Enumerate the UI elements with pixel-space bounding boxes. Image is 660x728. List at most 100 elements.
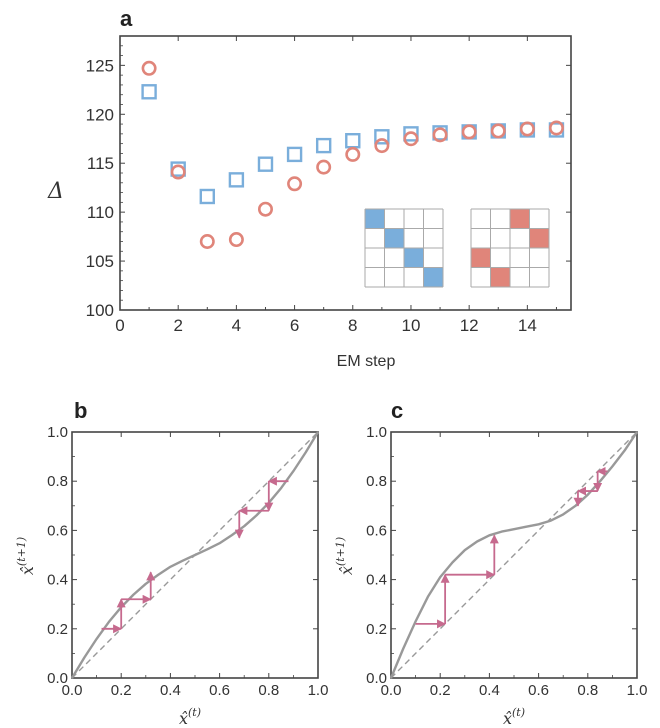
panel-b-xtick-label: 0.8 xyxy=(258,682,279,699)
panel-c-xtick-label: 0.0 xyxy=(381,682,402,699)
panel-c-xlabel-sup: (t) xyxy=(512,706,525,719)
panel-b-ytick-label: 0.4 xyxy=(47,572,68,589)
panel-a-ytick-label: 110 xyxy=(87,203,114,222)
inset-cell-filled xyxy=(423,267,443,287)
data-point-square xyxy=(199,188,215,205)
inset-cell-filled xyxy=(510,209,530,229)
panel-a-ytick-label: 105 xyxy=(86,252,114,271)
panel-c-axes: 0.00.0 0.2 0.2 0.4 0.4 0.6 0.6 0.8 0.8 1.0 1.0 xyxy=(366,424,647,699)
panel-a-insets xyxy=(364,208,550,288)
panel-c-xtick-label: 1.0 xyxy=(627,682,648,699)
panel-b-ytick-label: 1.0 xyxy=(47,424,68,441)
panel-a-xtick-label: 14 xyxy=(518,316,537,335)
panel-a-points xyxy=(141,60,565,250)
data-point-square xyxy=(257,156,274,172)
panel-b-xtick-label: 0.0 xyxy=(62,682,83,699)
panel-a-xlabel: EM step xyxy=(337,353,396,370)
data-point-square xyxy=(374,129,390,145)
data-point-circle xyxy=(490,123,506,139)
panel-b-ylabel-base: x̂ xyxy=(18,566,37,575)
data-point-circle xyxy=(374,138,390,154)
panel-a-xtick-label: 0 xyxy=(115,316,124,335)
panel-c-diagonal xyxy=(390,431,638,679)
inset-cell-filled xyxy=(490,267,510,287)
data-point-circle xyxy=(461,124,477,140)
panel-b-ytick-label: 0.0 xyxy=(47,670,68,687)
panel-c-ylabel-base: x̂ xyxy=(337,566,356,575)
data-point-circle xyxy=(287,176,303,192)
panel-c-ytick-label: 0.4 xyxy=(366,572,387,589)
data-point-circle xyxy=(228,232,244,248)
data-point-circle xyxy=(519,121,535,137)
panel-c-ytick-label: 0.2 xyxy=(366,621,387,638)
panel-c-xtick-label: 0.2 xyxy=(430,682,451,699)
panel-a-xtick-label: 4 xyxy=(232,316,241,335)
data-point-square xyxy=(315,137,332,154)
panel-b-axes: 0.00.0 0.2 0.2 0.4 0.4 0.6 0.6 0.8 0.8 1.0 1.0 xyxy=(47,424,328,699)
panel-a-xtick-label: 10 xyxy=(402,316,421,335)
panel-a-axes: 0 2 4 6 8 10 12 14 100 105 110 115 120 125 xyxy=(86,36,571,335)
inset-grid-blue xyxy=(364,208,444,288)
panel-c-xtick-label: 0.4 xyxy=(479,682,500,699)
panel-c-xlabel-base: x̂ xyxy=(503,709,512,728)
panel-a-ytick-label: 115 xyxy=(87,154,114,173)
panel-b: b 0.00.0 0.2 0.2 0.4 0.4 0.6 0.6 0.8 0.8 1.0 1.0 x… xyxy=(15,398,328,728)
panel-b-xtick-label: 0.4 xyxy=(160,682,181,699)
panel-c: c 0.00.0 0.2 0.2 0.4 0.4 0.6 0.6 0.8 0.8 1.0 1.0 x… xyxy=(334,398,647,728)
panel-b-plot xyxy=(70,431,320,679)
data-point-square xyxy=(345,133,361,149)
panel-c-xtick-label: 0.8 xyxy=(577,682,598,699)
panel-a-xtick-label: 6 xyxy=(290,316,299,335)
inset-grid-red xyxy=(470,208,550,288)
panel-b-xtick-label: 0.6 xyxy=(209,682,230,699)
panel-a-xtick-label: 12 xyxy=(460,316,479,335)
data-point-circle xyxy=(257,201,273,217)
data-point-circle xyxy=(548,120,564,136)
panel-b-ytick-label: 0.8 xyxy=(47,473,68,490)
data-point-circle xyxy=(316,159,332,175)
data-point-square xyxy=(228,172,245,188)
panel-c-ytick-label: 1.0 xyxy=(366,424,387,441)
panel-a-ytick-label: 120 xyxy=(86,105,114,124)
panel-c-ytick-label: 0.6 xyxy=(366,522,387,539)
panel-a-ytick-label: 125 xyxy=(86,56,114,75)
panel-c-xlabel: x̂(t) xyxy=(503,706,525,728)
panel-a-xtick-label: 8 xyxy=(348,316,357,335)
panel-c-ytick-label: 0.0 xyxy=(366,670,387,687)
panel-c-ylabel-sup: (t+1) xyxy=(334,537,347,566)
data-point-circle xyxy=(141,60,157,76)
panel-b-xlabel-sup: (t) xyxy=(188,706,201,719)
data-point-circle xyxy=(170,164,186,180)
panel-c-plot xyxy=(389,431,638,679)
inset-cell-filled xyxy=(471,248,491,268)
data-point-circle xyxy=(345,146,361,162)
data-point-circle xyxy=(199,234,215,250)
panel-b-xtick-label: 1.0 xyxy=(308,682,329,699)
data-point-square xyxy=(286,146,303,163)
data-point-square xyxy=(141,84,157,100)
panel-b-ytick-label: 0.6 xyxy=(47,522,68,539)
panel-b-ylabel: x̂(t+1) xyxy=(15,537,37,575)
data-point-square xyxy=(403,126,419,142)
panel-b-xtick-label: 0.2 xyxy=(111,682,132,699)
panel-b-ytick-label: 0.2 xyxy=(47,621,68,638)
panel-c-label: c xyxy=(391,398,403,423)
panel-a-xtick-label: 2 xyxy=(173,316,182,335)
data-point-circle xyxy=(432,127,448,143)
inset-cell-filled xyxy=(529,228,549,248)
panel-a-label: a xyxy=(120,6,133,31)
panel-b-ylabel-sup: (t+1) xyxy=(15,537,28,566)
panel-a-ytick-label: 100 xyxy=(86,301,114,320)
inset-cell-filled xyxy=(384,228,404,248)
panel-c-xtick-label: 0.6 xyxy=(528,682,549,699)
inset-cell-filled xyxy=(404,248,424,268)
data-point-circle xyxy=(403,131,419,147)
panel-c-ytick-label: 0.8 xyxy=(366,473,387,490)
panel-b-label: b xyxy=(74,398,87,423)
panel-a-ylabel: Δ xyxy=(47,179,64,204)
panel-b-xlabel: x̂(t) xyxy=(179,706,201,728)
inset-cell-filled xyxy=(365,209,385,229)
panel-b-map-curve xyxy=(70,431,320,679)
